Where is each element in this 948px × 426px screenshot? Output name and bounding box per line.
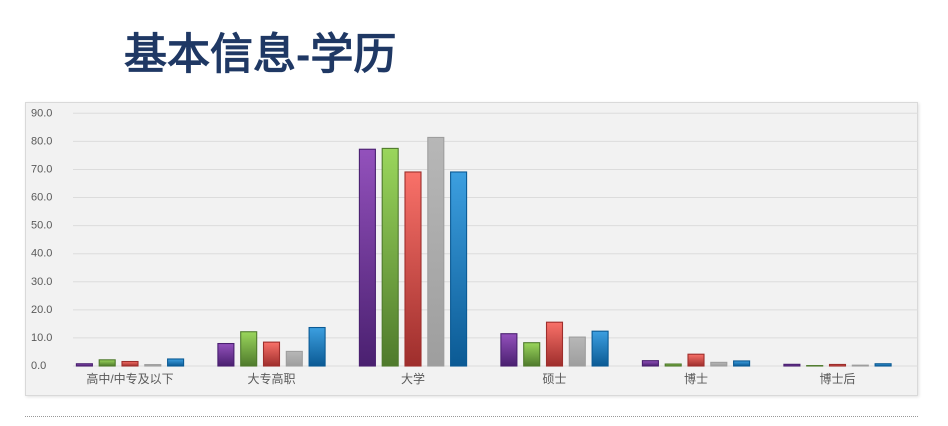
svg-text:10.0: 10.0 [31,332,52,344]
svg-text:70.0: 70.0 [31,163,52,175]
svg-text:硕士: 硕士 [542,372,566,386]
svg-text:大专高职: 大专高职 [247,371,295,386]
svg-text:高中/中专及以下: 高中/中专及以下 [86,371,173,386]
svg-text:50.0: 50.0 [31,220,52,232]
svg-text:博士: 博士 [684,371,708,386]
svg-text:40.0: 40.0 [31,248,52,260]
svg-text:60.0: 60.0 [31,192,52,204]
svg-text:0.0: 0.0 [31,360,46,372]
svg-text:90.0: 90.0 [31,107,52,119]
svg-text:20.0: 20.0 [31,304,52,316]
svg-text:大学: 大学 [401,371,425,386]
svg-text:博士后: 博士后 [819,371,855,386]
svg-text:30.0: 30.0 [31,276,52,288]
svg-text:80.0: 80.0 [31,135,52,147]
